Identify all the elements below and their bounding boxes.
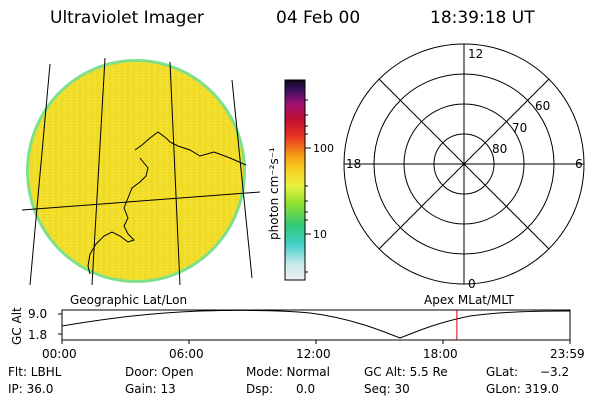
time-tick-0000: 00:00 [42,347,77,361]
altitude-curve [61,309,571,339]
alt-tick-1-8: 1.8 [28,328,47,342]
geo-grid [21,57,261,286]
mlt-label-12: 12 [468,47,483,61]
filter-readout: Flt: LBHL [8,365,62,379]
color-bar [284,79,311,281]
glat-value: −3.2 [540,365,570,379]
gc-alt-readout: GC Alt: 5.5 Re [364,365,448,379]
polar-plot [343,43,585,285]
geo-caption: Geographic Lat/Lon [70,293,187,307]
mode-readout: Mode: Normal [246,365,330,379]
time-label: 18:39:18 UT [430,8,535,28]
colorbar-tick-10: 10 [313,228,327,241]
mlt-label-0: 0 [468,277,476,291]
door-readout: Door: Open [125,365,194,379]
date-label: 04 Feb 00 [276,8,361,28]
time-tick-1200: 12:00 [296,347,331,361]
glon-readout: GLon: 319.0 [486,382,559,396]
mlt-label-18: 18 [346,157,361,171]
altitude-timeline [58,309,571,344]
time-tick-2359: 23:59 [550,347,585,361]
dsp-value: 0.0 [296,382,316,396]
mlat-label-70: 70 [512,121,527,135]
dsp-label: Dsp: [246,382,274,396]
mlat-label-80: 80 [492,142,507,156]
ip-readout: IP: 36.0 [8,382,54,396]
glat-label: GLat: [486,365,519,379]
alt-tick-9: 9.0 [28,307,47,321]
colorbar-label: photon cm⁻²s⁻¹ [267,147,281,240]
gain-readout: Gain: 13 [125,382,176,396]
mlt-label-6: 6 [575,157,583,171]
seq-readout: Seq: 30 [364,382,410,396]
mlat-label-60: 60 [535,99,550,113]
instrument-title: Ultraviolet Imager [50,8,204,28]
apex-caption: Apex MLat/MLT [424,293,514,307]
gc-alt-axis-label: GC Alt [10,307,24,345]
colorbar-tick-100: 100 [313,142,334,155]
time-tick-0600: 06:00 [169,347,204,361]
uv-image-disk [26,59,246,283]
time-tick-1800: 18:00 [423,347,458,361]
